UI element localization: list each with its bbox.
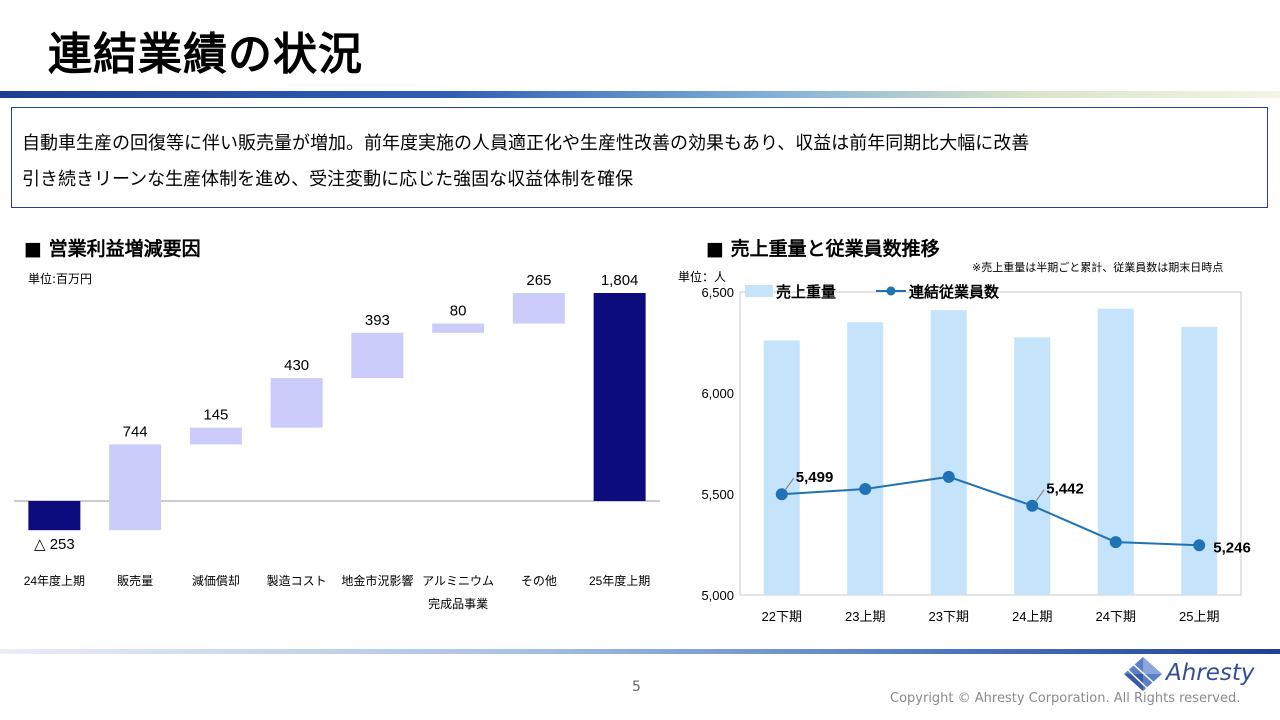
combo-bar-3 <box>1014 337 1051 595</box>
waterfall-bar-1 <box>109 444 162 531</box>
combo-x-tick-label-5: 25上期 <box>1179 609 1219 624</box>
waterfall-value-label-6: 265 <box>526 272 551 289</box>
combo-line-point-0 <box>775 488 788 501</box>
copyright: Copyright © Ahresty Corporation. All Rig… <box>890 691 1241 706</box>
waterfall-category-label-1: 販売量 <box>117 573 153 588</box>
waterfall-value-label-3: 430 <box>284 357 309 374</box>
combo-unit: 単位：人 <box>678 270 727 284</box>
combo-line-point-3 <box>1026 499 1039 512</box>
legend-line-label: 連結従業員数 <box>909 283 1000 301</box>
waterfall-chart: △ 253 24年度上期 744 販売量 145 減価償却 430 製造コスト 393 地金市況影… <box>14 272 660 611</box>
waterfall-category-label-0: 24年度上期 <box>24 573 85 588</box>
title-underline <box>0 91 1280 98</box>
combo-bar-1 <box>847 322 884 595</box>
waterfall-bar-6 <box>512 292 565 324</box>
waterfall-section-title: ■ 営業利益増減要因 <box>24 238 201 260</box>
waterfall-bar-3 <box>270 378 323 428</box>
combo-y-tick-label-2: 6,000 <box>701 386 734 401</box>
waterfall-category-label-7: 25年度上期 <box>589 573 650 588</box>
combo-line-series <box>781 475 1200 547</box>
waterfall-category-label-3: 製造コスト <box>267 574 327 588</box>
combo-bar-0 <box>763 340 800 595</box>
combo-note: ※売上重量は半期ごと累計、従業員数は期末日時点 <box>972 261 1224 274</box>
page-title: 連結業績の状況 <box>48 29 363 80</box>
combo-y-tick-label-0: 5,000 <box>701 588 734 603</box>
legend-bar-swatch <box>745 285 773 297</box>
waterfall-value-label-2: 145 <box>203 407 228 424</box>
combo-data-label-leader-0 <box>785 477 795 490</box>
waterfall-value-label-0: △ 253 <box>34 536 75 553</box>
combo-x-tick-label-1: 23上期 <box>845 609 885 624</box>
combo-data-label-5: 5,246 <box>1213 539 1251 556</box>
legend-bar-label: 売上重量 <box>776 283 836 301</box>
combo-line-point-5 <box>1193 539 1206 552</box>
combo-data-label-3: 5,442 <box>1046 481 1084 498</box>
waterfall-bar-7 <box>593 292 646 501</box>
legend-line-marker <box>886 286 896 296</box>
combo-line-point-1 <box>859 482 872 495</box>
waterfall-category-label-4: 地金市況影響 <box>341 573 413 588</box>
combo-data-label-leader-3 <box>1035 489 1045 502</box>
waterfall-unit: 単位:百万円 <box>28 272 93 286</box>
combo-x-tick-label-2: 23下期 <box>929 609 969 624</box>
combo-x-tick-label-0: 22下期 <box>762 609 802 624</box>
combo-x-tick-label-3: 24上期 <box>1012 609 1052 624</box>
company-logo-text: Ahresty <box>1166 660 1255 686</box>
waterfall-category-label-5-0: アルミニウム <box>422 574 494 588</box>
company-logo-icon <box>1124 657 1162 691</box>
waterfall-category-label-6: その他 <box>521 574 557 588</box>
combo-bar-4 <box>1097 308 1134 595</box>
waterfall-value-label-7: 1,804 <box>601 272 639 289</box>
waterfall-bar-4 <box>351 332 404 379</box>
waterfall-category-label-2: 減価償却 <box>192 573 240 588</box>
combo-x-tick-label-4: 24下期 <box>1096 609 1136 624</box>
combo-bar-2 <box>930 310 967 595</box>
waterfall-bar-2 <box>189 427 242 445</box>
waterfall-category-label-5-1: 完成品事業 <box>428 596 488 611</box>
waterfall-bar-5 <box>432 323 485 333</box>
summary-box: 自動車生産の回復等に伴い販売量が増加。前年度実施の人員適正化や生産性改善の効果も… <box>11 107 1268 208</box>
summary-line-1: 自動車生産の回復等に伴い販売量が増加。前年度実施の人員適正化や生産性改善の効果も… <box>22 133 1030 154</box>
combo-data-label-0: 5,499 <box>796 469 834 486</box>
combo-line-point-4 <box>1109 536 1122 549</box>
waterfall-value-label-1: 744 <box>123 423 148 440</box>
summary-line-2: 引き続きリーンな生産体制を進め、受注変動に応じた強固な収益体制を確保 <box>22 169 634 190</box>
combo-y-tick-label-1: 5,500 <box>701 487 734 502</box>
combo-plot-frame <box>739 291 1242 596</box>
combo-line-point-2 <box>942 470 955 483</box>
page-number: 5 <box>632 679 641 695</box>
combo-chart: 5,000 5,500 6,000 6,500 22下期 23上期 23下期 24上期 24下期… <box>701 283 1251 624</box>
combo-section-title: ■ 売上重量と従業員数推移 <box>706 238 940 260</box>
waterfall-value-label-4: 393 <box>365 312 390 329</box>
waterfall-bar-0 <box>28 501 81 531</box>
footer-bar <box>0 649 1280 654</box>
combo-bar-5 <box>1181 326 1218 595</box>
waterfall-value-label-5: 80 <box>450 303 467 320</box>
combo-y-tick-label-3: 6,500 <box>701 285 734 300</box>
